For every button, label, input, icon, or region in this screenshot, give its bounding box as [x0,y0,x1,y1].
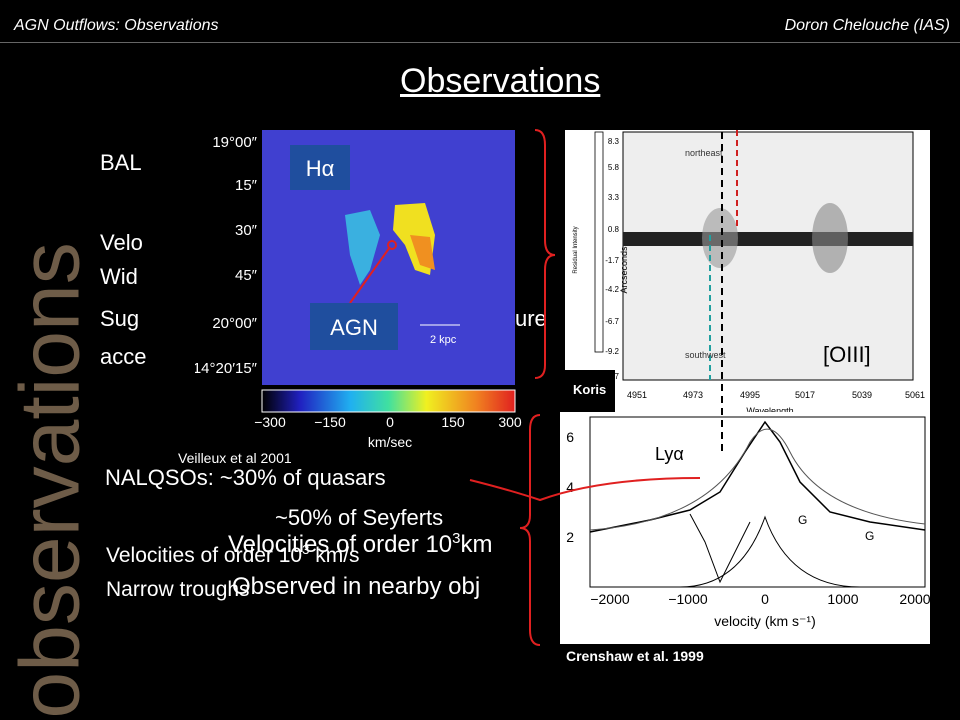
y-label: 6 [566,429,574,445]
agn-pointer [349,246,391,304]
brace [534,129,556,379]
oiii-label: [OIII] [823,342,871,367]
y-label: -11.7 [601,372,619,381]
y-label: 45″ [235,267,258,284]
y-label: −14°20′15″ [195,360,258,377]
oiii-credit: Koris [573,382,606,397]
x-label: 4973 [683,390,703,400]
south-label: southwest [685,350,726,360]
x-axis-title: velocity (km s⁻¹) [714,613,816,629]
lya-frame [589,416,926,588]
absorption [689,513,751,584]
nal-text: Velocities of order 103 km/s [106,542,360,568]
header-rule [0,42,960,43]
emission-blob [702,208,738,268]
gaussian [679,515,861,588]
y-label: 19°00″ [212,134,257,151]
x-label: 5017 [795,390,815,400]
nal-text: Narrow troughs [106,578,250,601]
superscript: 3 [452,530,461,547]
y-label: 15″ [235,177,258,194]
lya-image: 6 4 2 −2000 −1000 0 1000 2000 velocity (… [560,412,930,644]
agn-label: AGN [330,315,378,340]
scale-label: 2 kpc [430,334,457,346]
continuum-trace [623,232,913,246]
x-label: 5061 [905,390,925,400]
watermark: observations [2,242,97,719]
text-part: km [460,531,493,558]
halpha-image: 2 kpc 19°00″ 15″ 30″ 45″ 20°00″ −14°20′1… [195,130,522,450]
header-right: Doron Chelouche (IAS) [784,17,950,34]
colorbar-tick: 300 [498,414,522,430]
slide-title: Observations [400,62,601,100]
x-label: 1000 [827,591,858,607]
y-label: 5.8 [608,163,620,172]
oiii-corner [565,370,615,420]
north-label: northeast [685,148,723,158]
y-label: 30″ [235,222,258,239]
bal-text: acce [100,344,147,369]
y-axis-title: Arcseconds [619,246,629,294]
y-label: 8.3 [608,137,620,146]
text-part: Velocities of order 10 [228,531,453,558]
orange-lobe [410,235,435,270]
colorbar-tick: 0 [386,414,394,430]
lya-label: Lyα [655,444,684,464]
x-label: 4995 [740,390,760,400]
y-label: -4.2 [605,285,619,294]
lya-background [560,412,930,644]
y-label: 4 [566,479,574,495]
x-label: 4951 [627,390,647,400]
colorbar-tick: 150 [441,414,465,430]
halpha-label: Hα [306,156,335,181]
x-label: 5039 [852,390,872,400]
side-panel [594,131,604,353]
halpha-label-box [290,145,350,190]
agn-label-box [310,303,398,350]
superscript: 3 [302,542,310,557]
bal-text: Velo [100,230,143,255]
x-label: −1000 [668,591,708,607]
y-label: 2 [566,529,574,545]
oiii-image: Residual Intensity 8.3 5.8 3.3 0.8 -1.7 … [565,130,930,420]
overlay-text: Observed in nearby obj [232,573,481,600]
text-part: km/s [315,544,360,567]
x-label: 2000 [899,591,930,607]
blue-lobe [345,210,380,285]
bal-text: Wid [100,264,138,289]
y-label: -6.7 [605,317,619,326]
fit-curve [589,428,926,531]
bal-text: BAL [100,150,142,175]
y-label: -9.2 [605,347,619,356]
y-label: 0.8 [608,225,620,234]
colorbar-tick: −300 [254,414,286,430]
text-part: Velocities of order 10 [106,544,303,567]
spectrum-frame [622,131,914,381]
spectrum-trace [589,420,926,533]
x-axis-title: Wavelength [746,406,793,416]
nal-text: ~50% of Seyferts [275,505,444,530]
x-label: 0 [761,591,769,607]
y-label: 3.3 [608,193,620,202]
header-left: AGN Outflows: Observations [14,17,219,34]
overlay-text: Velocities of order 103km [228,530,492,559]
nal-text: NALQSOs: ~30% of quasars [105,465,386,490]
y-label: 20°00″ [212,315,257,332]
x-label: −2000 [590,591,630,607]
agn-marker [387,240,397,250]
colorbar [261,389,516,413]
halpha-credit: Veilleux et al 2001 [178,450,292,466]
g-label: G [798,513,807,527]
colorbar-unit: km/sec [368,434,412,450]
lya-credit: Crenshaw et al. 1999 [566,648,704,664]
side-axis: Residual Intensity [573,226,579,273]
g-label: G [865,529,874,543]
y-label: -1.7 [605,256,619,265]
bal-text: Sug [100,306,140,331]
colorbar-tick: −150 [314,414,346,430]
emission-blob [812,203,848,273]
